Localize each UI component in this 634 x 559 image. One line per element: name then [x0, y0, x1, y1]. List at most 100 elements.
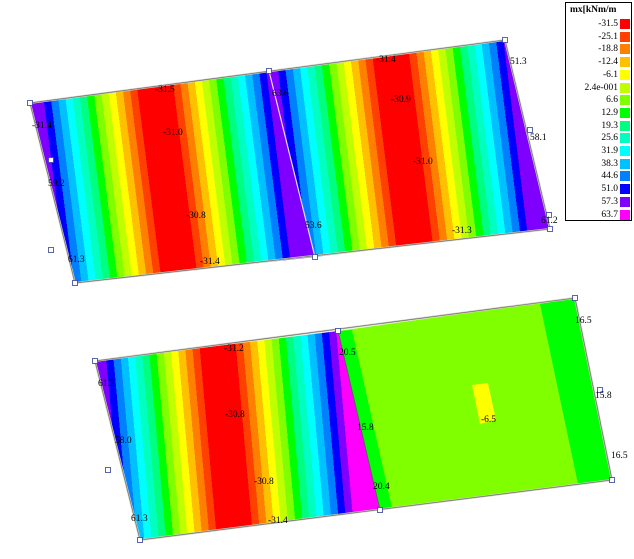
- legend-swatch: [620, 184, 630, 195]
- legend-value: 6.6: [606, 95, 618, 106]
- support-node[interactable]: [48, 247, 54, 253]
- bottom-plate-center-spot: [472, 383, 496, 424]
- top-plate-span-1[interactable]: [30, 71, 315, 283]
- legend-value: 63.7: [601, 209, 618, 220]
- legend-row: -18.8: [566, 43, 632, 55]
- legend-row: 44.6: [566, 170, 632, 182]
- legend-value: 19.3: [601, 120, 618, 131]
- top-plate-value-label: 61.3: [68, 255, 85, 265]
- legend-row: 57.3: [566, 196, 632, 208]
- legend-row: 2.4e-001: [566, 82, 632, 94]
- bottom-plate-value-label: 61.3: [131, 514, 148, 524]
- support-node[interactable]: [572, 295, 578, 301]
- bottom-plate-value-label: -31.4: [268, 516, 288, 526]
- top-plate-value-label: 63.6: [272, 89, 289, 99]
- bottom-plate-left-span[interactable]: [95, 331, 380, 540]
- top-plate-value-label: -30.8: [186, 211, 206, 221]
- support-node[interactable]: [27, 100, 33, 106]
- legend-swatch: [620, 82, 630, 93]
- support-node[interactable]: [72, 280, 78, 286]
- top-plate-value-label: -31.5: [155, 85, 175, 95]
- legend-value: -25.1: [598, 31, 618, 42]
- top-plate-value-label: 59.2: [48, 179, 65, 189]
- top-plate-value-label: 58.1: [530, 133, 547, 143]
- legend-row: 38.3: [566, 158, 632, 170]
- top-plate-value-label: -31.4: [200, 257, 220, 267]
- support-node[interactable]: [609, 477, 615, 483]
- legend-swatch: [620, 95, 630, 106]
- legend-swatch: [620, 31, 630, 42]
- legend-value: 57.3: [601, 196, 618, 207]
- bottom-plate-value-label: 61.2: [98, 379, 115, 389]
- support-node[interactable]: [502, 37, 508, 43]
- bottom-plate-value-label: -30.8: [254, 477, 274, 487]
- legend-value: -6.1: [602, 69, 618, 80]
- top-plate-value-label: -31.4: [32, 121, 52, 131]
- legend-row: 25.6: [566, 132, 632, 144]
- legend-value: -12.4: [598, 57, 618, 68]
- legend-swatch: [620, 120, 630, 131]
- bottom-plate-value-label: 16.5: [611, 451, 628, 461]
- legend-value: 25.6: [601, 133, 618, 144]
- support-node[interactable]: [335, 328, 341, 334]
- bottom-plate-value-label: 15.8: [595, 391, 612, 401]
- bottom-plate-right-end-band: [540, 298, 612, 484]
- bottom-plate-value-label: 15.8: [357, 423, 374, 433]
- support-node[interactable]: [266, 68, 272, 74]
- legend-title: mx[kNm/m: [570, 5, 617, 15]
- support-node[interactable]: [377, 507, 383, 513]
- legend-value: -18.8: [598, 44, 618, 55]
- bottom-plate-right-span[interactable]: [338, 298, 612, 510]
- legend-row: 31.9: [566, 145, 632, 157]
- bottom-plate-right-edge-band: [338, 330, 392, 510]
- support-node[interactable]: [547, 226, 553, 232]
- legend-swatch: [620, 209, 630, 220]
- legend-swatch: [620, 44, 630, 55]
- support-node[interactable]: [137, 537, 143, 543]
- support-node[interactable]: [546, 212, 552, 218]
- legend-swatch: [620, 107, 630, 118]
- bottom-plate-value-label: -31.2: [224, 344, 244, 354]
- legend-swatch: [620, 196, 630, 207]
- legend-swatch: [620, 171, 630, 182]
- legend-swatch: [620, 57, 630, 68]
- legend-value: 44.6: [601, 171, 618, 182]
- legend-swatch: [620, 146, 630, 156]
- legend-value: 31.9: [601, 146, 618, 156]
- top-plate-value-label: -31.4: [376, 55, 396, 65]
- support-node[interactable]: [92, 358, 98, 364]
- legend-value: 12.9: [601, 107, 618, 118]
- legend-row: 6.6: [566, 94, 632, 106]
- bottom-plate-value-label: 20.5: [339, 348, 356, 358]
- legend-swatch: [620, 158, 630, 169]
- support-node[interactable]: [527, 127, 533, 133]
- bottom-plate-value-label: -30.8: [225, 410, 245, 420]
- support-node[interactable]: [597, 387, 603, 393]
- bottom-plate-support-line: [337, 330, 381, 511]
- top-plate-value-label: -31.0: [163, 128, 183, 138]
- legend-swatch: [620, 19, 630, 29]
- legend-row: -25.1: [566, 31, 632, 43]
- top-plate-value-label: -30.9: [391, 95, 411, 105]
- top-plate-value-label: -31.0: [413, 157, 433, 167]
- top-plate-span-2[interactable]: [269, 40, 550, 257]
- support-node[interactable]: [105, 467, 111, 473]
- bottom-plate-value-label: 58.0: [115, 436, 132, 446]
- legend-value: 38.3: [601, 158, 618, 169]
- legend-row: 63.7: [566, 209, 632, 221]
- legend-swatch: [620, 133, 630, 144]
- legend-row: 19.3: [566, 120, 632, 132]
- bottom-plate-value-label: -6.5: [481, 415, 496, 425]
- legend-row: -6.1: [566, 69, 632, 81]
- top-plate-support-line: [268, 70, 316, 258]
- support-node[interactable]: [48, 157, 54, 163]
- bottom-plate-value-label: 20.4: [373, 482, 390, 492]
- legend-row: -31.5: [566, 18, 632, 30]
- bottom-plate-value-label: 16.5: [575, 316, 592, 326]
- legend-value: -31.5: [598, 19, 618, 29]
- top-plate-value-label: 51.3: [510, 57, 527, 67]
- legend-row: 12.9: [566, 107, 632, 119]
- support-node[interactable]: [312, 254, 318, 260]
